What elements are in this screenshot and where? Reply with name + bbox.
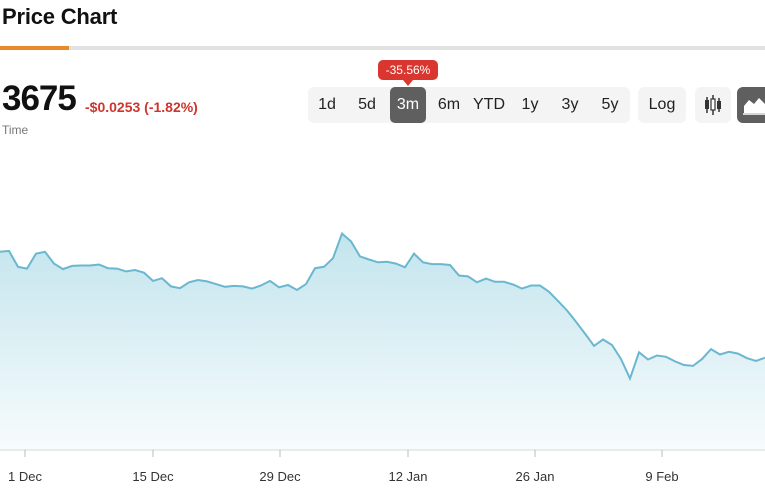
page-title: Price Chart (2, 4, 118, 29)
candlestick-icon (705, 95, 721, 115)
x-tick-label: 9 Feb (645, 469, 678, 484)
range-3y-button[interactable]: 3y (561, 96, 579, 113)
log-scale-button[interactable]: Log (638, 87, 686, 123)
range-1d-button[interactable]: 1d (318, 96, 336, 113)
title-underline (0, 46, 765, 50)
title-underline-accent (0, 46, 69, 50)
range-1y-button[interactable]: 1y (521, 96, 539, 113)
x-tick-label: 29 Dec (259, 469, 301, 484)
range-5d-button[interactable]: 5d (358, 96, 376, 113)
range-6m-button[interactable]: 6m (437, 96, 461, 113)
time-label: Time (2, 123, 29, 137)
price-line (0, 231, 765, 382)
range-selector (308, 87, 630, 123)
x-tick-label: 15 Dec (132, 469, 174, 484)
current-price: 3675 (2, 79, 77, 118)
x-tick-label: 12 Jan (388, 469, 427, 484)
range-ytd-button[interactable]: YTD (473, 96, 505, 113)
price-area-fill (0, 233, 765, 450)
area-view-button[interactable] (737, 87, 765, 123)
x-tick-label: 1 Dec (8, 469, 42, 484)
range-change-badge: -35.56% (378, 60, 438, 80)
range-3m-button[interactable]: 3m (390, 87, 426, 123)
x-tick-label: 26 Jan (515, 469, 554, 484)
range-change-badge-pointer (403, 80, 413, 86)
area-chart-icon (743, 98, 765, 115)
range-5y-button[interactable]: 5y (601, 96, 619, 113)
price-change: -$0.0253 (-1.82%) (85, 99, 198, 115)
candlestick-view-button[interactable] (695, 87, 731, 123)
x-axis-ticks: 1 Dec 15 Dec 29 Dec 12 Jan 26 Jan 9 Feb (8, 450, 679, 484)
